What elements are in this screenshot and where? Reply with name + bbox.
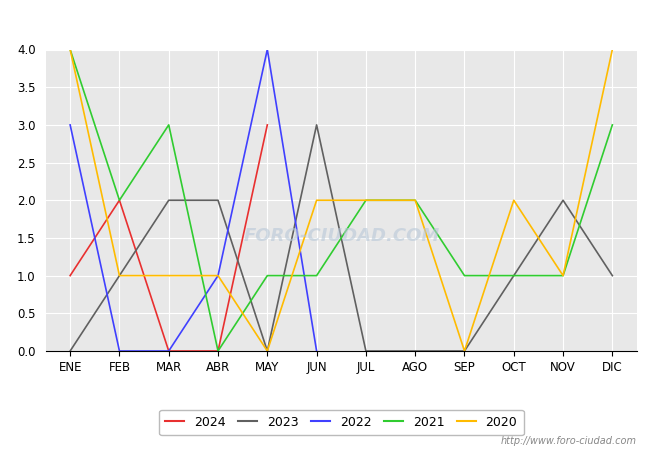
Text: http://www.foro-ciudad.com: http://www.foro-ciudad.com	[501, 436, 637, 446]
Legend: 2024, 2023, 2022, 2021, 2020: 2024, 2023, 2022, 2021, 2020	[159, 410, 523, 435]
Text: FORO-CIUDAD.COM: FORO-CIUDAD.COM	[243, 227, 439, 245]
Text: Matriculaciones de Vehiculos en Marçà: Matriculaciones de Vehiculos en Marçà	[169, 12, 481, 28]
